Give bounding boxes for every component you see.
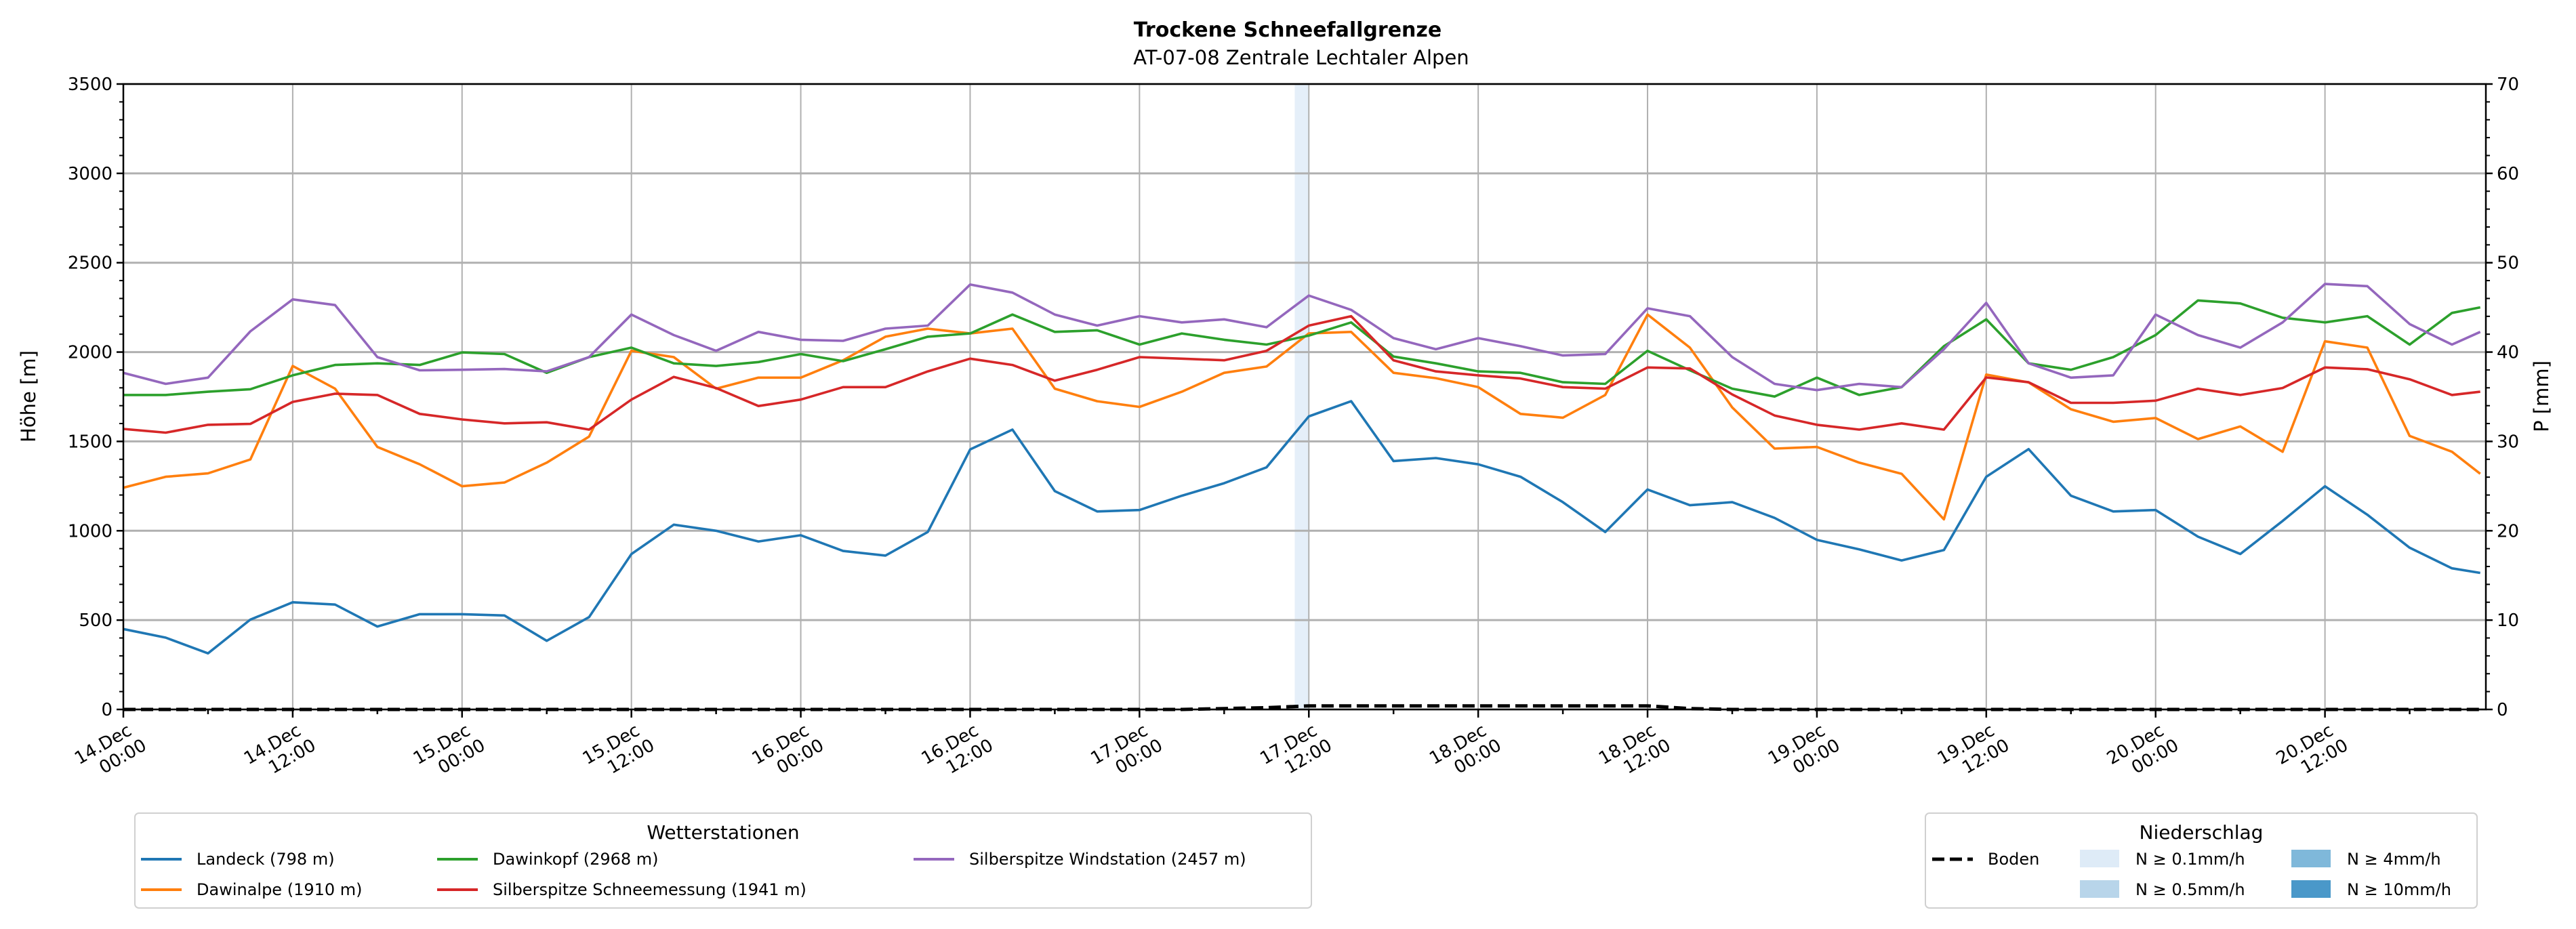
legend-entry: Landeck (798 m) bbox=[197, 850, 335, 869]
legend-class-swatch bbox=[2291, 850, 2331, 867]
legend-entry: Silberspitze Schneemessung (1941 m) bbox=[493, 880, 806, 899]
y-tick-label: 500 bbox=[79, 611, 113, 631]
y-axis-label: Höhe [m] bbox=[17, 350, 40, 442]
legend-class-swatch bbox=[2291, 880, 2331, 898]
legend-stations-title: Wetterstationen bbox=[647, 821, 799, 844]
y2-tick-label: 50 bbox=[2497, 253, 2519, 274]
grid bbox=[123, 83, 2486, 711]
y2-tick-label: 10 bbox=[2497, 611, 2519, 631]
y2-tick-label: 40 bbox=[2497, 343, 2519, 363]
y-tick-label: 3500 bbox=[68, 75, 113, 95]
series-line-4 bbox=[123, 283, 2481, 392]
y2-tick-label: 30 bbox=[2497, 432, 2519, 452]
legend-entry: Dawinalpe (1910 m) bbox=[197, 880, 363, 899]
legend-entry: Silberspitze Windstation (2457 m) bbox=[969, 850, 1246, 869]
y-tick-label: 1500 bbox=[68, 432, 113, 452]
chart-subtitle: AT-07-08 Zentrale Lechtaler Alpen bbox=[1133, 46, 1469, 69]
legend-stations: Wetterstationen Landeck (798 m) Dawinalpe … bbox=[134, 812, 1312, 909]
y2-tick-label: 20 bbox=[2497, 521, 2519, 541]
chart-title: Trockene Schneefallgrenze bbox=[1134, 18, 1442, 42]
legend-entry: N ≥ 0.1mm/h bbox=[2135, 850, 2245, 869]
legend-entry: N ≥ 0.5mm/h bbox=[2135, 880, 2245, 899]
series-line-2 bbox=[123, 299, 2481, 398]
legend-stations-box bbox=[134, 812, 1312, 909]
series-line-1 bbox=[123, 313, 2481, 521]
y2-axis-label: P [mm] bbox=[2530, 360, 2553, 432]
precip-band bbox=[1294, 84, 1309, 709]
legend-entry: Dawinkopf (2968 m) bbox=[493, 850, 659, 869]
legend-class-swatch bbox=[2080, 880, 2119, 898]
y-tick-label: 2000 bbox=[68, 343, 113, 363]
legend-precip-box bbox=[1925, 812, 2478, 909]
y-tick-label: 3000 bbox=[68, 164, 113, 184]
legend-entry: N ≥ 10mm/h bbox=[2347, 880, 2451, 899]
legend-precip-title: Niederschlag bbox=[2140, 821, 2264, 844]
series-line-3 bbox=[123, 314, 2480, 434]
y-tick-label: 0 bbox=[101, 700, 113, 720]
legend-entry: Boden bbox=[1988, 850, 2039, 869]
y-tick-label: 2500 bbox=[68, 253, 113, 274]
legend-entry: N ≥ 4mm/h bbox=[2347, 850, 2441, 869]
legend-precip: Niederschlag Boden N ≥ 0.1mm/h N ≥ 0.5mm/h N… bbox=[1925, 812, 2478, 909]
y2-tick-label: 70 bbox=[2497, 75, 2519, 95]
y2-tick-label: 60 bbox=[2497, 164, 2519, 184]
legend-class-swatch bbox=[2080, 850, 2119, 867]
axes: 0 500 1000 1500 2000 2500 3000 3500 0 10 20 30 40 50 6… bbox=[68, 75, 2519, 779]
series-line-0 bbox=[123, 400, 2480, 655]
y2-tick-label: 0 bbox=[2497, 700, 2508, 720]
y-tick-label: 1000 bbox=[68, 521, 113, 541]
precip-bands bbox=[1294, 84, 1309, 709]
plot-frame bbox=[122, 83, 2487, 711]
